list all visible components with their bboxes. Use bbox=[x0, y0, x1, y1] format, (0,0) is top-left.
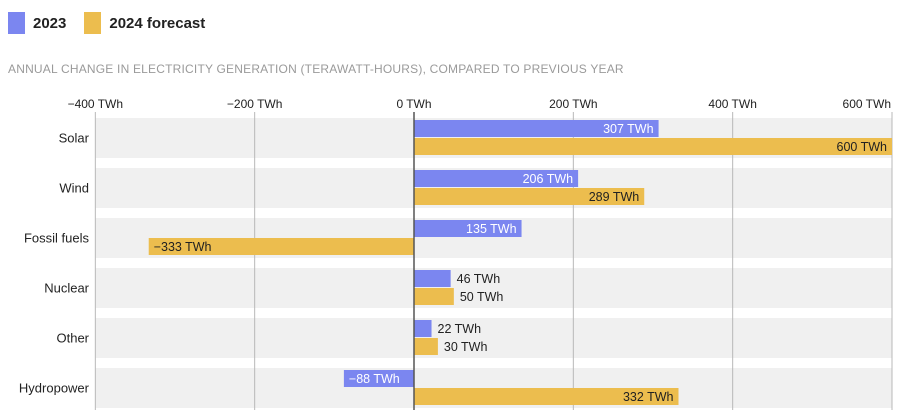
legend-label-2024-forecast: 2024 forecast bbox=[109, 14, 206, 32]
data-label-solar-2024-forecast: 600 TWh bbox=[837, 140, 888, 154]
category-label-fossil-fuels: Fossil fuels bbox=[24, 231, 90, 246]
bar-solar-2023 bbox=[414, 120, 659, 137]
data-label-nuclear-2024-forecast: 50 TWh bbox=[460, 290, 504, 304]
category-label-other: Other bbox=[56, 331, 89, 346]
data-label-wind-2023: 206 TWh bbox=[523, 172, 574, 186]
bar-nuclear-2024-forecast bbox=[414, 288, 454, 305]
x-tick-label-200-twh: −200 TWh bbox=[227, 97, 282, 111]
data-label-wind-2024-forecast: 289 TWh bbox=[589, 190, 640, 204]
category-label-wind: Wind bbox=[59, 181, 89, 196]
data-label-other-2024-forecast: 30 TWh bbox=[444, 340, 488, 354]
data-label-fossil-fuels-2024-forecast: −333 TWh bbox=[154, 240, 212, 254]
category-label-hydropower: Hydropower bbox=[19, 381, 90, 396]
bar-hydropower-2024-forecast bbox=[414, 388, 679, 405]
bar-hydropower-2023 bbox=[343, 370, 414, 387]
bar-other-2024-forecast bbox=[414, 338, 438, 355]
data-label-hydropower-2023: −88 TWh bbox=[349, 372, 400, 386]
data-label-solar-2023: 307 TWh bbox=[603, 122, 654, 136]
bar-nuclear-2023 bbox=[414, 270, 451, 287]
data-label-nuclear-2023: 46 TWh bbox=[457, 272, 501, 286]
x-tick-label-200-twh: 200 TWh bbox=[549, 97, 597, 111]
row-background-other bbox=[95, 318, 892, 358]
x-tick-label-0-twh: 0 TWh bbox=[396, 97, 431, 111]
bar-fossil-fuels-2024-forecast bbox=[148, 238, 414, 255]
data-label-fossil-fuels-2023: 135 TWh bbox=[466, 222, 517, 236]
x-tick-label-400-twh: 400 TWh bbox=[708, 97, 756, 111]
legend-item-2024-forecast: 2024 forecast bbox=[84, 12, 205, 34]
bar-fossil-fuels-2023 bbox=[414, 220, 522, 237]
chart-subtitle: ANNUAL CHANGE IN ELECTRICITY GENERATION … bbox=[8, 62, 624, 76]
legend-swatch-2024-forecast bbox=[84, 12, 102, 34]
legend-item-2023: 2023 bbox=[8, 12, 66, 34]
bar-solar-2024-forecast bbox=[414, 138, 892, 155]
row-background-nuclear bbox=[95, 268, 892, 308]
x-tick-label-600-twh: 600 TWh bbox=[843, 97, 891, 111]
bar-wind-2023 bbox=[414, 170, 579, 187]
category-label-solar: Solar bbox=[59, 131, 90, 146]
data-label-other-2023: 22 TWh bbox=[438, 322, 482, 336]
category-label-nuclear: Nuclear bbox=[44, 281, 89, 296]
legend-swatch-2023 bbox=[8, 12, 25, 34]
bar-wind-2024-forecast bbox=[414, 188, 645, 205]
legend-label-2023: 2023 bbox=[33, 14, 67, 32]
x-tick-label-400-twh: −400 TWh bbox=[68, 97, 123, 111]
bar-other-2023 bbox=[414, 320, 432, 337]
data-label-hydropower-2024-forecast: 332 TWh bbox=[623, 390, 674, 404]
legend: 2023 2024 forecast bbox=[8, 12, 223, 34]
